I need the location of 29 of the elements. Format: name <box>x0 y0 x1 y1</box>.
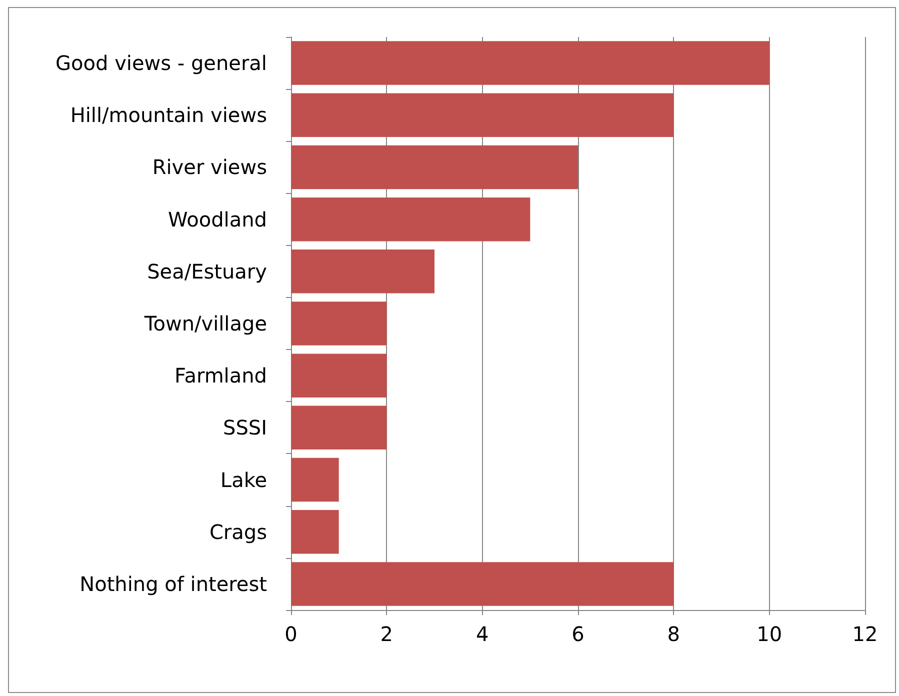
y-tick-label: SSSI <box>223 416 267 440</box>
bar <box>291 562 674 606</box>
y-tick-label: Hill/mountain views <box>70 103 267 128</box>
x-tick-label: 8 <box>667 622 680 646</box>
bar <box>291 354 387 398</box>
y-tick-label: River views <box>152 155 267 180</box>
bar <box>291 406 387 450</box>
x-tick-label: 12 <box>852 622 878 646</box>
y-tick-label: Good views - general <box>56 51 267 76</box>
bar <box>291 41 770 85</box>
y-tick-label: Sea/Estuary <box>147 259 268 284</box>
y-tick-label: Crags <box>209 520 267 544</box>
bar <box>291 93 674 138</box>
bar <box>291 197 530 242</box>
bar <box>291 145 578 190</box>
bar <box>291 510 339 554</box>
y-tick-label: Farmland <box>174 364 267 388</box>
y-tick-label: Woodland <box>168 207 267 232</box>
y-tick-label: Nothing of interest <box>80 572 268 596</box>
bar <box>291 250 434 294</box>
y-tick-label: Town/village <box>143 312 267 336</box>
bar <box>291 302 387 346</box>
y-tick-label: Lake <box>220 468 267 492</box>
x-tick-label: 10 <box>756 622 782 646</box>
x-tick-label: 0 <box>284 622 298 646</box>
x-tick-label: 2 <box>380 622 394 646</box>
bar <box>291 458 339 502</box>
x-tick-label: 4 <box>476 622 489 646</box>
x-tick-label: 6 <box>572 622 584 646</box>
